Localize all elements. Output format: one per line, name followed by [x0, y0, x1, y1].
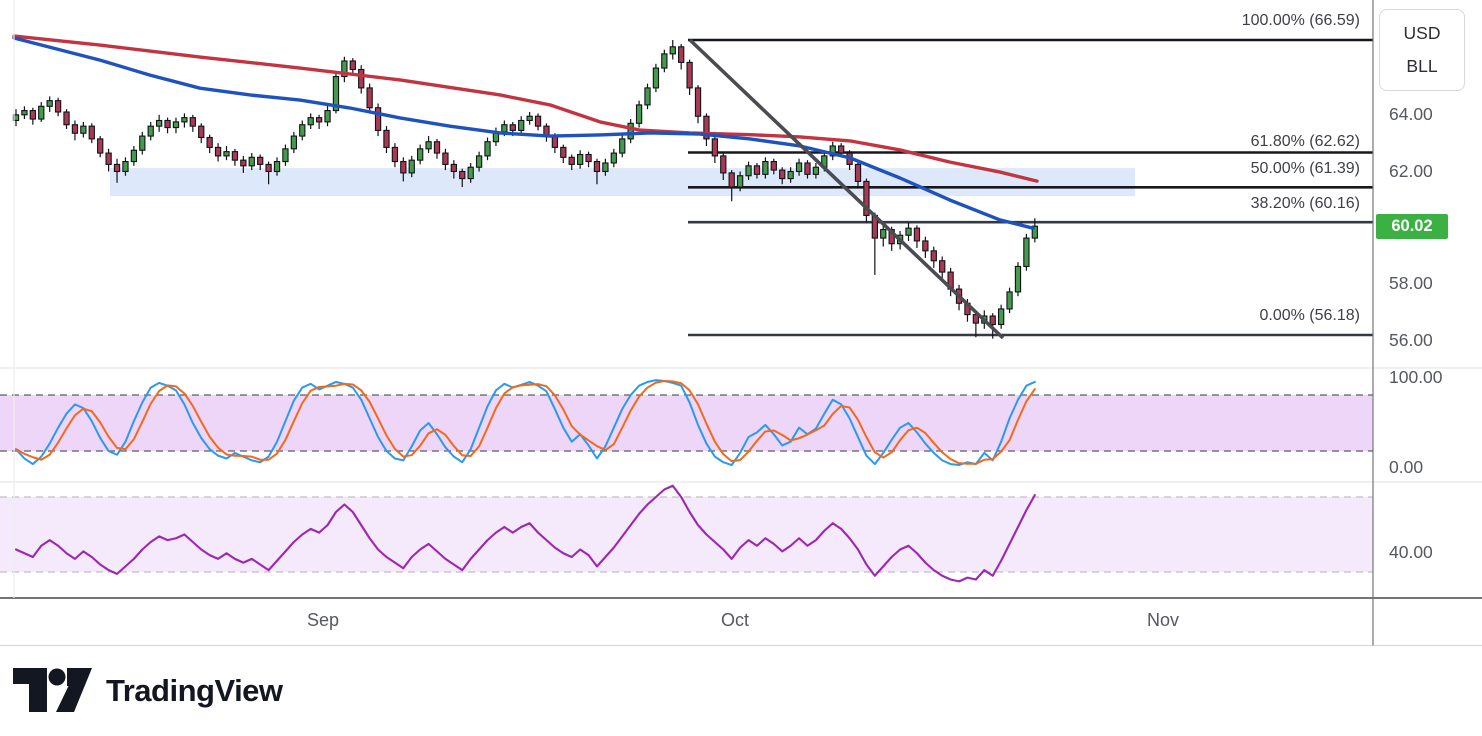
tradingview-logo-link[interactable]: TradingView — [13, 668, 283, 714]
band-borders — [0, 394, 1373, 573]
fibonacci-lines — [688, 38, 1373, 337]
rsi-tick-40: 40.00 — [1389, 542, 1433, 562]
price-tick-58: 58.00 — [1389, 273, 1433, 293]
price-tick-56: 56.00 — [1389, 330, 1433, 350]
fib-label-382: 38.20% (60.16) — [1250, 195, 1360, 212]
price-tick-64: 64.00 — [1389, 104, 1433, 124]
time-tick-nov[interactable]: Nov — [1147, 610, 1180, 630]
symbol-quote: BLL — [1406, 56, 1438, 76]
last-price-badge: 60.02 — [1376, 214, 1448, 240]
rsi-line — [14, 484, 1036, 583]
tradingview-logo-icon — [13, 668, 92, 712]
stoch-d-line — [15, 380, 1036, 465]
symbol-box: USD BLL — [1379, 9, 1465, 91]
stoch-tick-0: 0.00 — [1389, 457, 1424, 477]
trendline — [688, 38, 1005, 340]
candles-layer — [12, 40, 1038, 339]
time-tick-sep[interactable]: Sep — [307, 610, 340, 630]
symbol-base: USD — [1403, 23, 1441, 43]
fib-label-0: 0.00% (56.18) — [1259, 307, 1360, 324]
fib-label-100: 100.00% (66.59) — [1241, 12, 1360, 29]
stoch-k-line — [15, 379, 1036, 467]
time-tick-oct[interactable]: Oct — [721, 610, 750, 630]
fib-label-618: 61.80% (62.62) — [1250, 133, 1360, 150]
stoch-tick-100: 100.00 — [1389, 367, 1443, 387]
ma-slow-line — [12, 36, 1035, 230]
background-zones — [0, 168, 1373, 572]
tradingview-logo-text: TradingView — [106, 673, 283, 708]
chart-canvas[interactable] — [0, 0, 1482, 648]
price-tick-62: 62.00 — [1389, 161, 1433, 181]
chart-frame — [0, 0, 1482, 647]
fib-label-50: 50.00% (61.39) — [1250, 160, 1360, 177]
ma-fast-line — [12, 34, 1039, 183]
